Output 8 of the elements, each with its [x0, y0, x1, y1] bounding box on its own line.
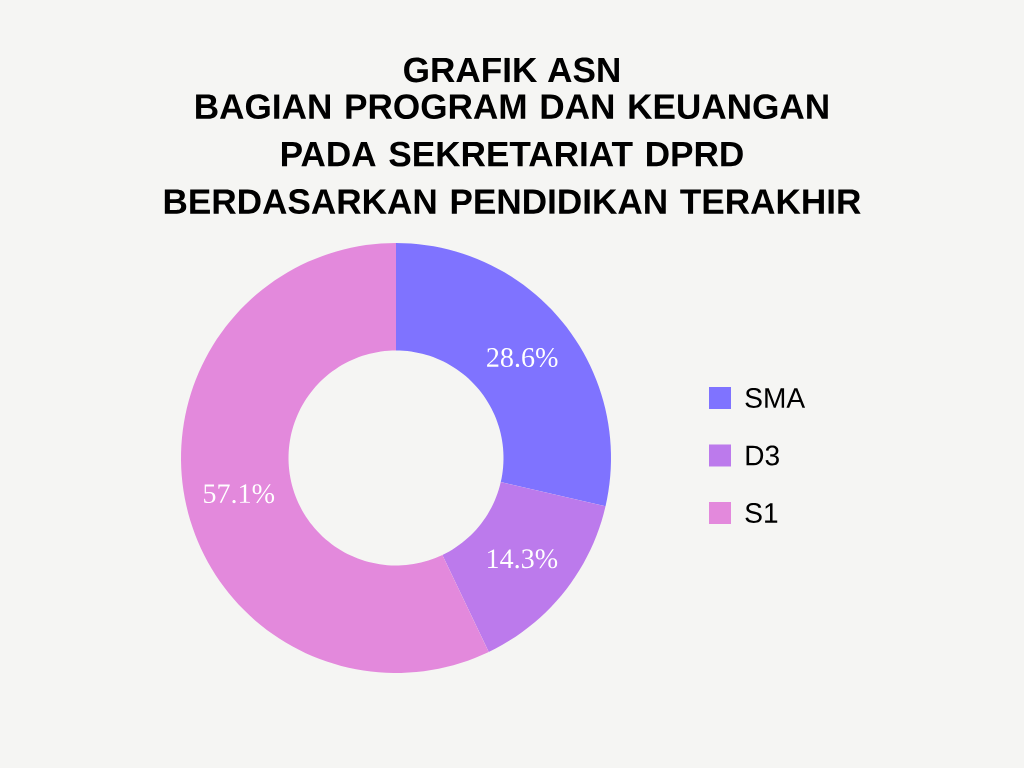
- chart-subtitle: BAGIAN PROGRAM DAN KEUANGAN PADA SEKRETARIAT DPRD BERDASARKAN PENDIDIKAN TERAKHIR: [164, 94, 861, 214]
- data-label: 14.3%: [488, 549, 558, 569]
- data-label: 57.1%: [204, 484, 275, 504]
- data-label: 28.6%: [487, 348, 558, 368]
- legend-label: D3: [746, 445, 779, 466]
- legend-label: SMA: [745, 388, 806, 408]
- chart-title: GRAFIK ASN: [404, 57, 619, 83]
- legend-label: S1: [745, 503, 778, 523]
